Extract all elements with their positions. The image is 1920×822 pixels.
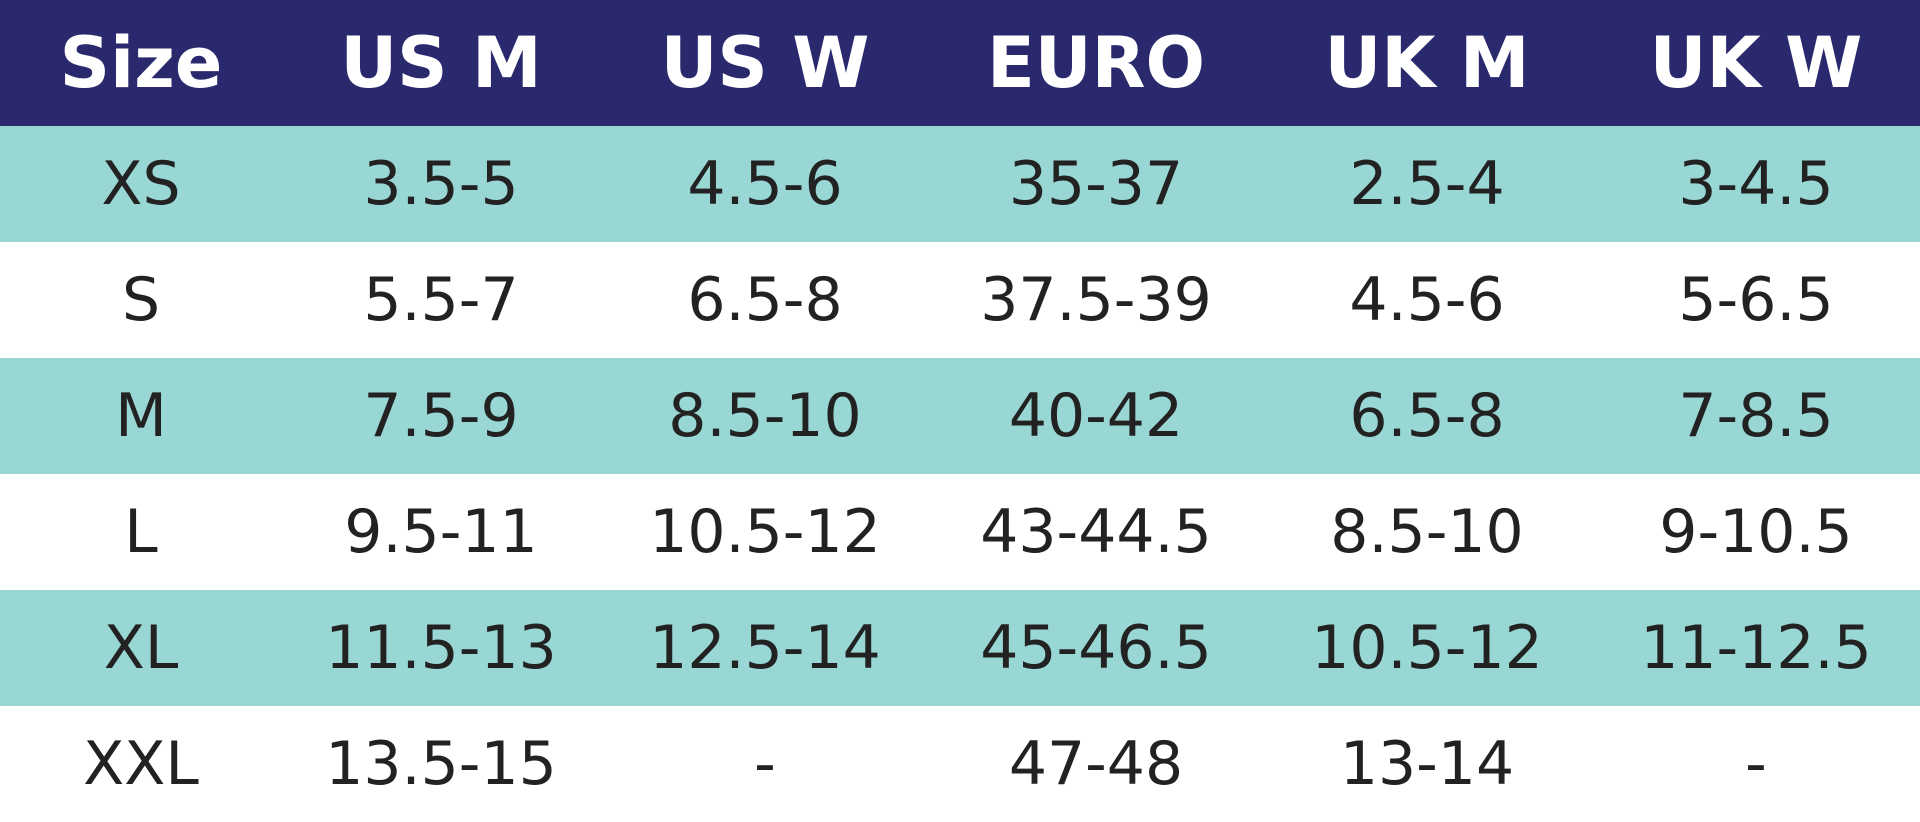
value-cell: 4.5-6	[600, 126, 930, 242]
value-cell: 11-12.5	[1592, 590, 1920, 706]
value-cell: 12.5-14	[600, 590, 930, 706]
value-cell: 4.5-6	[1262, 242, 1592, 358]
header-cell: UK W	[1592, 0, 1920, 126]
value-cell: 9-10.5	[1592, 474, 1920, 590]
size-cell: XXL	[0, 706, 282, 822]
header-cell: Size	[0, 0, 282, 126]
size-cell: M	[0, 358, 282, 474]
value-cell: 10.5-12	[600, 474, 930, 590]
value-cell: 40-42	[930, 358, 1262, 474]
value-cell: 37.5-39	[930, 242, 1262, 358]
value-cell: 35-37	[930, 126, 1262, 242]
header-cell: UK M	[1262, 0, 1592, 126]
value-cell: 5-6.5	[1592, 242, 1920, 358]
value-cell: 43-44.5	[930, 474, 1262, 590]
header-cell: EURO	[930, 0, 1262, 126]
value-cell: 6.5-8	[600, 242, 930, 358]
value-cell: 3.5-5	[282, 126, 600, 242]
header-cell: US M	[282, 0, 600, 126]
value-cell: 9.5-11	[282, 474, 600, 590]
value-cell: 8.5-10	[600, 358, 930, 474]
value-cell: 7.5-9	[282, 358, 600, 474]
value-cell: 13-14	[1262, 706, 1592, 822]
value-cell: 45-46.5	[930, 590, 1262, 706]
value-cell: 47-48	[930, 706, 1262, 822]
header-cell: US W	[600, 0, 930, 126]
size-cell: S	[0, 242, 282, 358]
value-cell: 6.5-8	[1262, 358, 1592, 474]
value-cell: 5.5-7	[282, 242, 600, 358]
value-cell: -	[1592, 706, 1920, 822]
value-cell: -	[600, 706, 930, 822]
size-cell: L	[0, 474, 282, 590]
size-cell: XS	[0, 126, 282, 242]
value-cell: 7-8.5	[1592, 358, 1920, 474]
value-cell: 13.5-15	[282, 706, 600, 822]
value-cell: 2.5-4	[1262, 126, 1592, 242]
value-cell: 8.5-10	[1262, 474, 1592, 590]
value-cell: 10.5-12	[1262, 590, 1592, 706]
size-cell: XL	[0, 590, 282, 706]
value-cell: 3-4.5	[1592, 126, 1920, 242]
value-cell: 11.5-13	[282, 590, 600, 706]
